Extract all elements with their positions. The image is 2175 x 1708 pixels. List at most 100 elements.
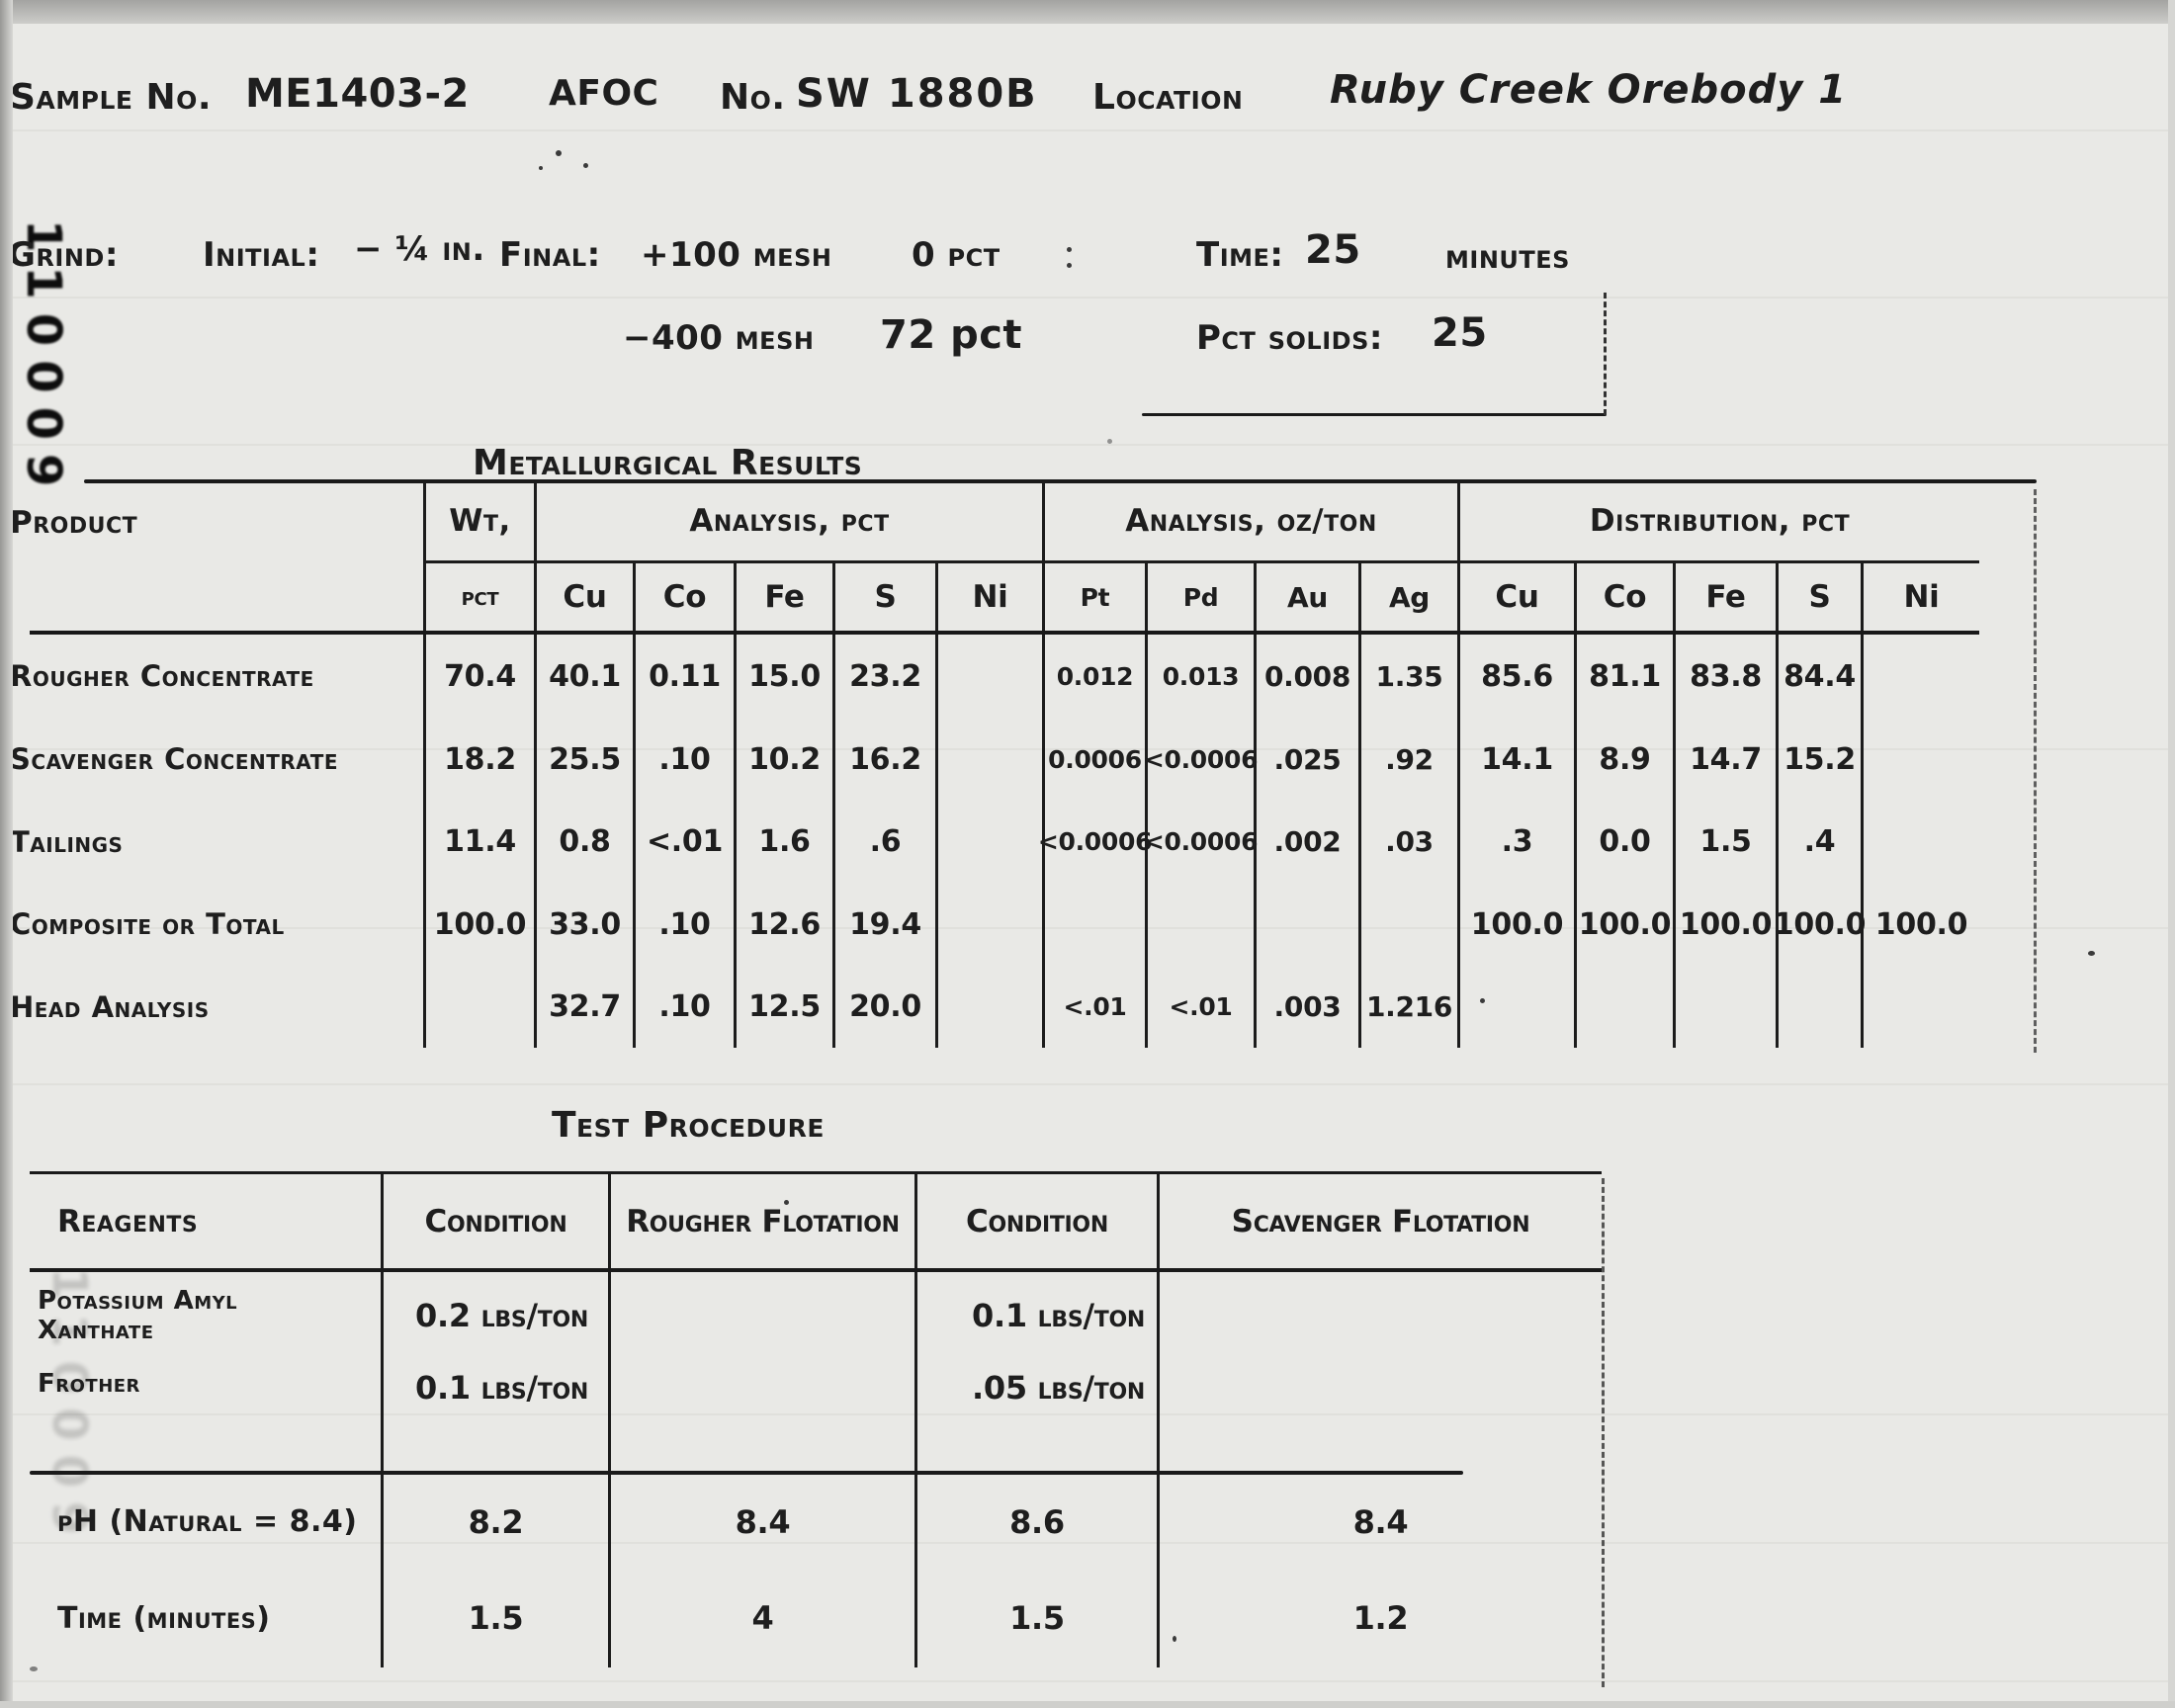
ruled-line [0, 1413, 2175, 1415]
pct-solids-underline [1142, 413, 1607, 416]
met-head-4: 12.5 [734, 966, 832, 1048]
grind-mesh1-value: +100 mesh [641, 235, 832, 275]
met-composite-4: 12.6 [734, 883, 832, 966]
ruled-line [0, 444, 2175, 446]
product-column-header: Product [10, 504, 138, 541]
met-composite-1: 100.0 [423, 883, 534, 966]
met-tailings-5: .6 [832, 801, 935, 883]
met-composite-11: 100.0 [1457, 883, 1574, 966]
met-composite-8 [1145, 883, 1254, 966]
met-tailings-1: 11.4 [423, 801, 534, 883]
met-scavenger-2: 25.5 [534, 718, 633, 801]
met-tailings-13: 1.5 [1673, 801, 1776, 883]
met-composite-15: 100.0 [1861, 883, 1979, 966]
met-scavenger-0: Scavenger Concentrate [10, 742, 339, 776]
ink-speck [539, 166, 543, 170]
ink-speck [583, 163, 588, 168]
met-rougher-3: 0.11 [633, 635, 734, 718]
grind-mesh2-pct: 72 pct [880, 312, 1023, 358]
met-composite-6 [935, 883, 1042, 966]
test-row-frother: Frother 0.1 lbs/ton .05 lbs/ton [30, 1359, 1602, 1471]
test-frother-3: .05 lbs/ton [914, 1359, 1157, 1471]
met-row-composite-total: Composite or Total 100.0 33.0.10 12.6 19.4 10… [10, 883, 1979, 966]
ink-speck [30, 1666, 38, 1671]
met-scavenger-6 [935, 718, 1042, 801]
test-ph-2: 8.4 [608, 1475, 914, 1569]
met-rougher-0: Rougher Concentrate [10, 659, 314, 693]
met-rougher-1: 70.4 [423, 635, 534, 718]
met-subheader-3: Co [633, 563, 734, 631]
test-header-2: Rougher Flotation [608, 1174, 914, 1268]
met-composite-2: 33.0 [534, 883, 633, 966]
met-subheader-row: pct Cu Co Fe S Ni Pt Pd Au Ag Cu Co Fe S Ni [30, 563, 1979, 635]
pct-solids-label: Pct solids: [1196, 318, 1383, 358]
met-head-1 [423, 966, 534, 1048]
met-rougher-7: 0.012 [1042, 635, 1145, 718]
ruled-line [0, 927, 2175, 929]
met-scavenger-15 [1861, 718, 1979, 801]
met-subheader-14: S [1776, 563, 1861, 631]
met-composite-0: Composite or Total [10, 907, 285, 941]
met-results-title: Metallurgical Results [473, 443, 863, 483]
met-composite-7 [1042, 883, 1145, 966]
met-composite-13: 100.0 [1673, 883, 1776, 966]
grind-time-value: 25 [1305, 227, 1361, 273]
scan-edge-left [0, 0, 13, 1708]
met-head-14 [1776, 966, 1861, 1048]
test-header-0: Reagents [57, 1203, 199, 1239]
met-rougher-12: 81.1 [1574, 635, 1673, 718]
met-row-scavenger-concentrate: Scavenger Concentrate 18.2 25.5.10 10.2 16.2… [10, 718, 1979, 801]
test-time-2: 4 [608, 1569, 914, 1667]
met-table-right-dashed-border [2034, 489, 2037, 1053]
met-scavenger-5: 16.2 [832, 718, 935, 801]
test-frother-1: 0.1 lbs/ton [381, 1359, 608, 1471]
met-head-15 [1861, 966, 1979, 1048]
met-tailings-14: .4 [1776, 801, 1861, 883]
met-rougher-11: 85.6 [1457, 635, 1574, 718]
met-head-8: <.01 [1145, 966, 1254, 1048]
test-header-row: Reagents Condition Rougher Flotation Condit… [30, 1171, 1602, 1272]
test-pax-2 [608, 1272, 914, 1359]
met-rougher-6 [935, 635, 1042, 718]
met-composite-5: 19.4 [832, 883, 935, 966]
ruled-line [0, 297, 2175, 299]
test-frother-4 [1157, 1359, 1602, 1471]
scan-edge-bottom [0, 1701, 2175, 1708]
met-tailings-3: <.01 [633, 801, 734, 883]
met-rougher-15 [1861, 635, 1979, 718]
scan-edge-top [0, 0, 2175, 24]
met-head-6 [935, 966, 1042, 1048]
test-ph-4: 8.4 [1157, 1475, 1602, 1569]
test-time-4: 1.2 [1157, 1569, 1602, 1667]
ink-speck [1480, 998, 1485, 1003]
met-rougher-13: 83.8 [1673, 635, 1776, 718]
met-rougher-4: 15.0 [734, 635, 832, 718]
met-tailings-9: .002 [1254, 801, 1358, 883]
grind-mesh1-pct: 0 pct [912, 235, 1000, 275]
ink-speck [1067, 247, 1072, 252]
met-subheader-11: Cu [1457, 563, 1574, 631]
wt-column-header: Wt, [423, 481, 534, 563]
met-composite-9 [1254, 883, 1358, 966]
met-tailings-11: .3 [1457, 801, 1574, 883]
met-row-head-analysis: Head Analysis 32.7.10 12.5 20.0 <.01 <.01.003… [10, 966, 1979, 1048]
met-scavenger-8: <0.0006 [1144, 718, 1258, 801]
met-tailings-6 [935, 801, 1042, 883]
met-head-10: 1.216 [1358, 966, 1457, 1048]
met-composite-14: 100.0 [1774, 883, 1867, 966]
test-table-right-dashed-border [1602, 1178, 1605, 1687]
test-ph-3: 8.6 [914, 1475, 1157, 1569]
afoc-number-value: SW 1880B [796, 71, 1038, 117]
met-subheader-10: Ag [1358, 563, 1457, 631]
met-head-9: .003 [1254, 966, 1358, 1048]
test-ph-1: 8.2 [381, 1475, 608, 1569]
grind-dashed-divider [1604, 293, 1607, 415]
met-subheader-15: Ni [1861, 563, 1979, 631]
test-ph-0: pH (Natural = 8.4) [57, 1504, 358, 1539]
test-row-time: Time (minutes) 1.5 4 1.5 1.2 [30, 1569, 1602, 1667]
met-composite-10 [1358, 883, 1457, 966]
test-pax-4 [1157, 1272, 1602, 1359]
met-scavenger-11: 14.1 [1457, 718, 1574, 801]
met-tailings-10: .03 [1358, 801, 1457, 883]
